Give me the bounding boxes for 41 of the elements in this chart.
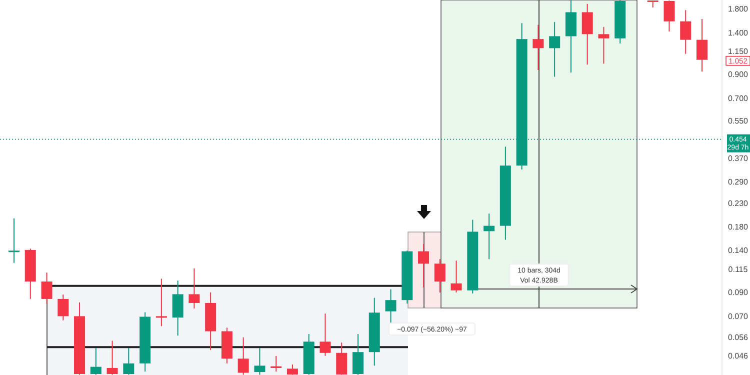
candlestick bbox=[680, 10, 692, 54]
y-tick-label: 0.115 bbox=[728, 264, 748, 274]
y-tick-label: 0.140 bbox=[728, 246, 749, 256]
y-tick-label: 0.230 bbox=[728, 199, 749, 208]
candlestick bbox=[336, 342, 348, 375]
candlestick bbox=[8, 218, 20, 264]
y-tick-label: 0.090 bbox=[728, 288, 749, 297]
candlestick bbox=[106, 340, 118, 375]
candlestick bbox=[254, 348, 266, 375]
candlestick bbox=[484, 213, 495, 260]
candlestick bbox=[270, 355, 282, 372]
candlestick bbox=[664, 0, 675, 32]
y-tick-label: 0.290 bbox=[728, 177, 749, 186]
y-tick-label: 0.046 bbox=[728, 351, 749, 360]
candlestick bbox=[238, 336, 249, 375]
candlestick bbox=[385, 288, 396, 324]
candlestick bbox=[90, 348, 102, 375]
candlestick bbox=[320, 313, 331, 356]
y-tick-label: 0.370 bbox=[728, 154, 749, 164]
candlestick bbox=[123, 348, 134, 375]
y-tick-label: 1.800 bbox=[728, 4, 749, 14]
y-tick-label: 0.070 bbox=[728, 312, 749, 321]
y-tick-label: 0.056 bbox=[728, 332, 749, 342]
candlestick bbox=[696, 18, 708, 72]
y-tick-label: 0.550 bbox=[728, 116, 749, 126]
y-tick-label: 1.400 bbox=[728, 28, 749, 38]
candlestick bbox=[582, 3, 593, 66]
candlestick bbox=[172, 280, 184, 336]
y-tick-label: 0.900 bbox=[728, 70, 749, 80]
candlestick bbox=[549, 21, 560, 78]
candlestick bbox=[156, 278, 167, 327]
candlestick bbox=[188, 268, 200, 309]
candlestick bbox=[450, 260, 462, 293]
y-tick-label: 0.700 bbox=[728, 94, 749, 103]
y-tick-label: 1.150 bbox=[728, 46, 749, 56]
candlestick bbox=[58, 294, 69, 321]
candlestick bbox=[434, 258, 446, 293]
candlestick bbox=[352, 333, 364, 375]
candlestick bbox=[532, 24, 544, 70]
candlestick bbox=[598, 26, 610, 64]
y-tick-label: 0.180 bbox=[728, 222, 749, 232]
